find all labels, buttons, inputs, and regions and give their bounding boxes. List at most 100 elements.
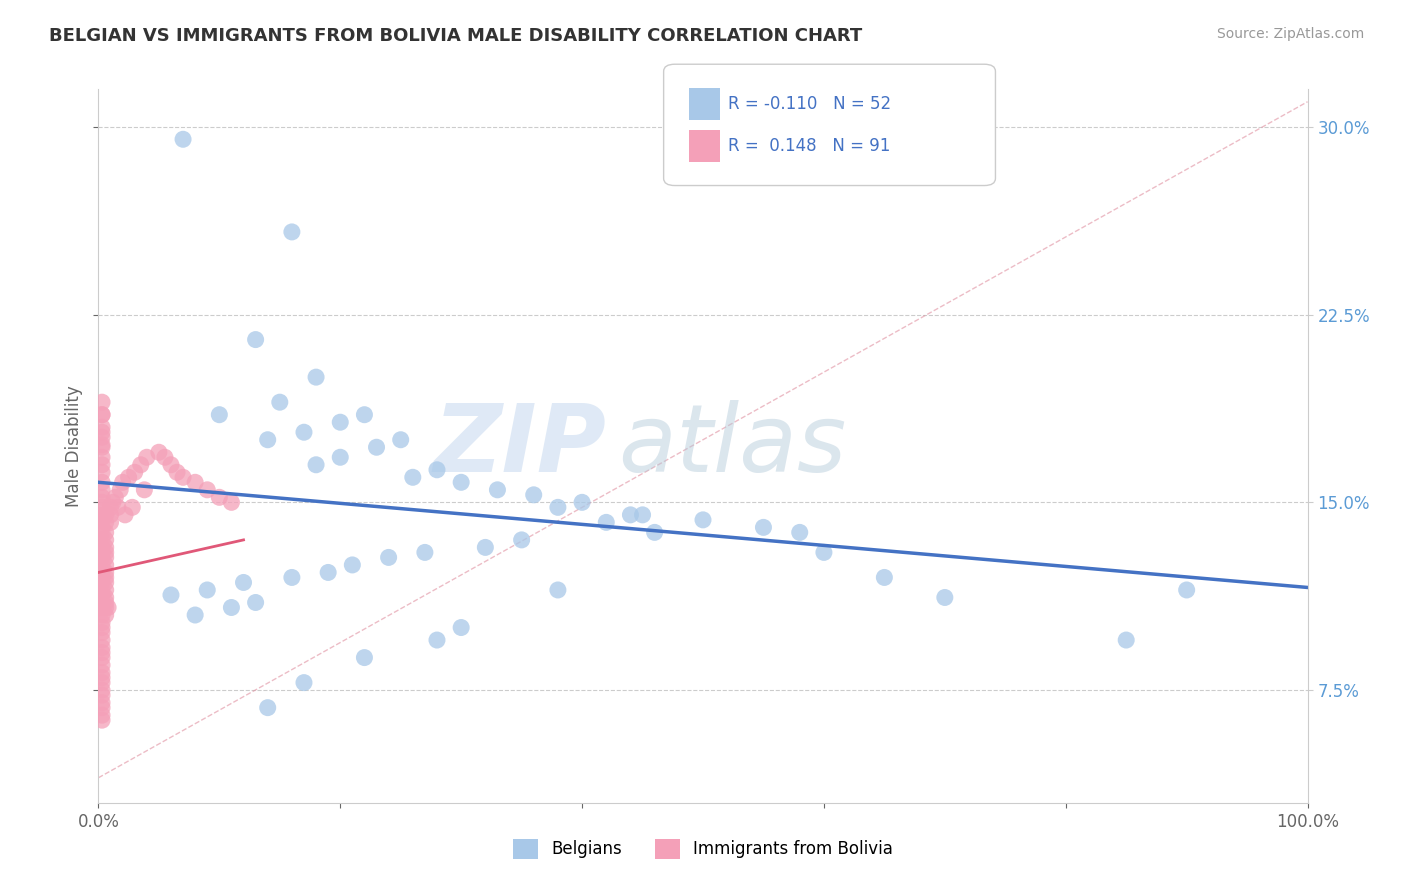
Point: [91, 500, 114, 515]
Point: [752, 520, 775, 534]
Point: [91, 475, 114, 490]
Point: [91, 425, 114, 440]
Point: [94, 591, 117, 605]
Point: [108, 483, 131, 497]
Point: [450, 621, 472, 635]
Legend: Belgians, Immigrants from Bolivia: Belgians, Immigrants from Bolivia: [506, 832, 900, 866]
Point: [91, 420, 114, 434]
Point: [91, 665, 114, 680]
Point: [619, 508, 641, 522]
Point: [91, 588, 114, 602]
Point: [353, 408, 375, 422]
Point: [91, 621, 114, 635]
Point: [91, 533, 114, 547]
Point: [91, 600, 114, 615]
Point: [184, 475, 207, 490]
Point: [292, 675, 315, 690]
Point: [153, 450, 176, 465]
Point: [121, 500, 143, 515]
Point: [281, 225, 304, 239]
Point: [91, 708, 114, 723]
Point: [91, 430, 114, 444]
Point: [91, 545, 114, 559]
Point: [91, 541, 114, 555]
Point: [281, 570, 304, 584]
Point: [91, 408, 114, 422]
Point: [111, 475, 134, 490]
Point: [91, 615, 114, 630]
Point: [450, 475, 472, 490]
Text: Source: ZipAtlas.com: Source: ZipAtlas.com: [1216, 27, 1364, 41]
Point: [523, 488, 546, 502]
Point: [94, 575, 117, 590]
Point: [873, 570, 896, 584]
Point: [114, 508, 136, 522]
Point: [91, 508, 114, 522]
Point: [510, 533, 533, 547]
Point: [100, 508, 122, 522]
Point: [94, 600, 117, 615]
Point: [91, 450, 114, 465]
Point: [1175, 582, 1198, 597]
Point: [94, 525, 117, 540]
Point: [91, 558, 114, 572]
Y-axis label: Male Disability: Male Disability: [65, 385, 83, 507]
Point: [91, 688, 114, 702]
Point: [91, 595, 114, 609]
Point: [195, 582, 218, 597]
Point: [91, 513, 114, 527]
Point: [135, 450, 157, 465]
Point: [474, 541, 496, 555]
Point: [426, 463, 449, 477]
Point: [221, 600, 243, 615]
Point: [124, 465, 146, 479]
Text: R =  0.148   N = 91: R = 0.148 N = 91: [728, 137, 890, 155]
Point: [305, 370, 328, 384]
Point: [91, 607, 114, 622]
Text: BELGIAN VS IMMIGRANTS FROM BOLIVIA MALE DISABILITY CORRELATION CHART: BELGIAN VS IMMIGRANTS FROM BOLIVIA MALE …: [49, 27, 862, 45]
Point: [934, 591, 956, 605]
Point: [148, 445, 170, 459]
Point: [353, 650, 375, 665]
Point: [91, 458, 114, 472]
Point: [91, 671, 114, 685]
Point: [107, 500, 129, 515]
Point: [94, 516, 117, 530]
Point: [366, 440, 388, 454]
Point: [91, 646, 114, 660]
Point: [232, 575, 254, 590]
Point: [595, 516, 617, 530]
Point: [245, 333, 267, 347]
Point: [97, 600, 120, 615]
Point: [292, 425, 315, 440]
Point: [100, 516, 122, 530]
Point: [547, 582, 569, 597]
Point: [94, 508, 117, 522]
Point: [94, 566, 117, 580]
Point: [91, 525, 114, 540]
Point: [184, 607, 207, 622]
Point: [91, 440, 114, 454]
Point: [91, 520, 114, 534]
Point: [813, 545, 835, 559]
Point: [94, 550, 117, 565]
Point: [94, 582, 117, 597]
Point: [91, 625, 114, 640]
Point: [389, 433, 412, 447]
Point: [644, 525, 666, 540]
Point: [94, 570, 117, 584]
Point: [134, 483, 156, 497]
Point: [91, 713, 114, 727]
Text: ZIP: ZIP: [433, 400, 606, 492]
Text: atlas: atlas: [619, 401, 846, 491]
Point: [402, 470, 425, 484]
Point: [269, 395, 291, 409]
Point: [91, 495, 114, 509]
Point: [94, 541, 117, 555]
Point: [631, 508, 654, 522]
Point: [256, 433, 278, 447]
Point: [413, 545, 436, 559]
Point: [316, 566, 339, 580]
Point: [129, 458, 152, 472]
Point: [208, 408, 231, 422]
